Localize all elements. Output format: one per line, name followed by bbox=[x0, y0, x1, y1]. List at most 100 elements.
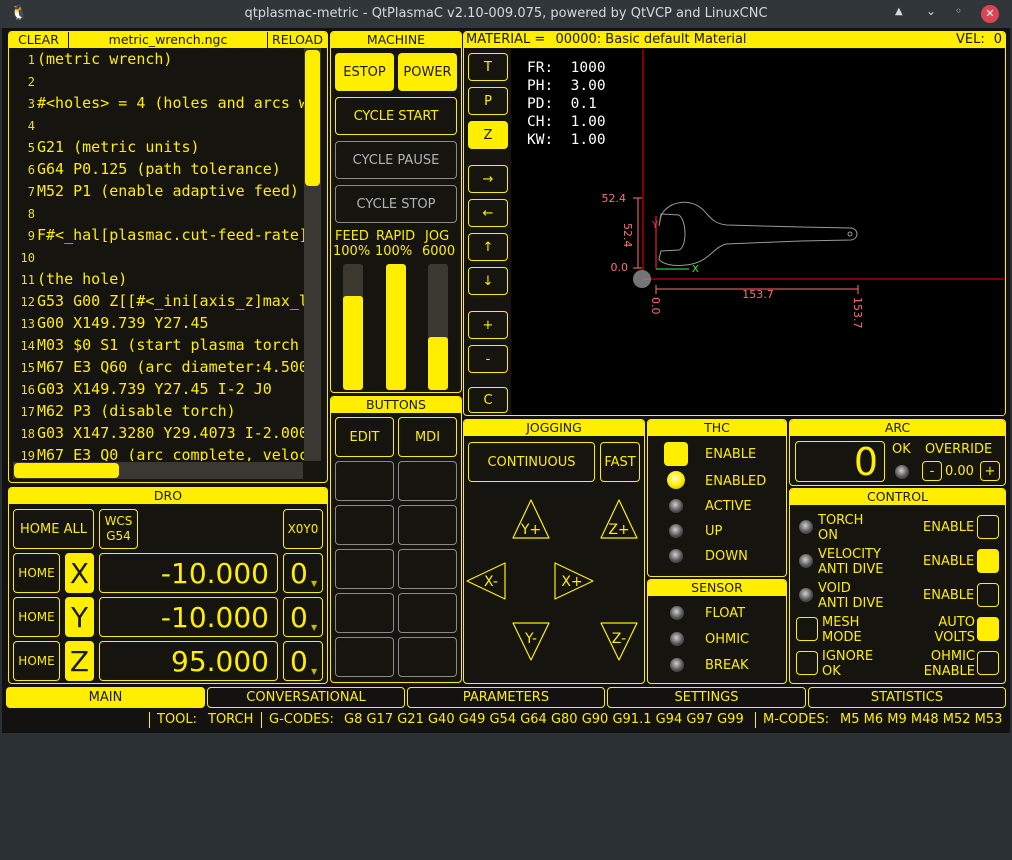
zero-x-button[interactable]: 0 bbox=[283, 553, 323, 593]
line-number: 7 bbox=[27, 185, 35, 199]
jog-z-plus-button[interactable] bbox=[600, 499, 638, 539]
cycle-pause-button[interactable]: CYCLE PAUSE bbox=[335, 141, 457, 179]
material-name[interactable]: 00000: Basic default Material bbox=[555, 32, 747, 47]
pan-down-button[interactable]: ↓ bbox=[468, 267, 508, 295]
code-line: 18 G03 X147.3280 Y29.4073 I-2.000 bbox=[13, 422, 305, 444]
z-view-button[interactable]: Z bbox=[468, 121, 508, 149]
horizontal-scrollbar[interactable] bbox=[13, 462, 303, 479]
pan-up-button[interactable]: ↑ bbox=[468, 233, 508, 261]
dropdown-arrow-icon[interactable]: ▼ bbox=[311, 623, 318, 632]
gcode-editor[interactable]: 1 (metric wrench) 2 3 #<holes> = 4 (holes an… bbox=[9, 48, 305, 461]
preview-param: KW: 1.00 bbox=[527, 132, 606, 148]
jog-x-plus-label: X+ bbox=[561, 574, 582, 590]
power-button[interactable]: POWER bbox=[398, 53, 457, 91]
close-icon[interactable]: ✕ bbox=[981, 5, 999, 23]
dropdown-arrow-icon[interactable]: ▼ bbox=[311, 667, 318, 676]
home-z-button[interactable]: HOME bbox=[13, 641, 60, 681]
vad-led bbox=[799, 554, 813, 568]
arc-panel: ARC 0 OK OVERRIDE - 0.00 + bbox=[789, 419, 1006, 486]
estop-button[interactable]: ESTOP bbox=[335, 53, 394, 91]
scrollbar-thumb[interactable] bbox=[305, 50, 320, 186]
home-all-button[interactable]: HOME ALL bbox=[13, 509, 94, 549]
zero-y-button[interactable]: 0 bbox=[283, 597, 323, 637]
jog-value: 6000 bbox=[422, 244, 456, 259]
zoom-in-button[interactable]: + bbox=[468, 311, 508, 339]
zoom-out-button[interactable]: - bbox=[468, 345, 508, 373]
tab-parameters[interactable]: PARAMETERS bbox=[407, 687, 605, 708]
user-button[interactable] bbox=[398, 461, 457, 501]
minimize-icon[interactable]: ⌄ bbox=[926, 4, 937, 18]
torch-enable-checkbox[interactable] bbox=[977, 515, 999, 539]
code-text: M52 P1 (enable adaptive feed) bbox=[37, 182, 299, 200]
dropdown-arrow-icon[interactable]: ▼ bbox=[311, 579, 318, 588]
jog-x-minus-button[interactable] bbox=[466, 562, 506, 600]
x0y0-button[interactable]: X0Y0 bbox=[283, 509, 323, 549]
user-button[interactable] bbox=[398, 505, 457, 545]
vertical-scrollbar[interactable] bbox=[304, 48, 321, 461]
tab-conversational[interactable]: CONVERSATIONAL bbox=[207, 687, 405, 708]
gcode-preview-canvas[interactable]: FR: 1000 PH: 3.00 PD: 0.1 CH: 1.00 KW: 1.00 bbox=[511, 49, 1004, 415]
clear-button[interactable]: CLEAR bbox=[9, 32, 69, 48]
user-button[interactable] bbox=[335, 505, 394, 545]
user-button[interactable] bbox=[335, 593, 394, 633]
user-button[interactable] bbox=[398, 549, 457, 589]
home-x-button[interactable]: HOME bbox=[13, 553, 60, 593]
jog-y-minus-button[interactable] bbox=[512, 622, 550, 661]
cycle-stop-button[interactable]: CYCLE STOP bbox=[335, 185, 457, 223]
line-number: 6 bbox=[27, 163, 35, 177]
jog-slider[interactable] bbox=[428, 264, 448, 390]
material-label: MATERIAL = bbox=[466, 32, 546, 47]
user-button[interactable] bbox=[398, 593, 457, 633]
rapid-value: 100% bbox=[375, 244, 413, 259]
tab-statistics[interactable]: STATISTICS bbox=[808, 687, 1006, 708]
gcode-header: CLEAR metric_wrench.ngc RELOAD bbox=[9, 32, 327, 48]
keep-above-icon[interactable]: ▲ bbox=[895, 6, 903, 17]
home-y-button[interactable]: HOME bbox=[13, 597, 60, 637]
ohmic-enable-checkbox[interactable] bbox=[977, 651, 999, 675]
user-button[interactable] bbox=[398, 637, 457, 677]
user-button[interactable] bbox=[335, 637, 394, 677]
user-button-mdi[interactable]: MDI bbox=[398, 417, 457, 457]
ignore-ok-checkbox[interactable] bbox=[796, 651, 818, 675]
ohmic-enable-label: OHMIC ENABLE bbox=[923, 649, 975, 679]
mcodes-value: M5 M6 M9 M48 M52 M53 bbox=[840, 712, 1003, 727]
vad-enable-checkbox[interactable] bbox=[977, 549, 999, 573]
override-plus-button[interactable]: + bbox=[980, 461, 1000, 481]
perspective-view-button[interactable]: P bbox=[468, 87, 508, 115]
override-minus-button[interactable]: - bbox=[922, 461, 942, 481]
scrollbar-thumb[interactable] bbox=[14, 463, 119, 478]
maximize-icon[interactable]: ◦ bbox=[955, 4, 963, 18]
zero-z-button[interactable]: 0 bbox=[283, 641, 323, 681]
pan-right-button[interactable]: → bbox=[468, 165, 508, 193]
pan-left-button[interactable]: ← bbox=[468, 199, 508, 227]
jog-y-plus-button[interactable] bbox=[512, 499, 550, 539]
clear-live-plot-button[interactable]: C bbox=[468, 387, 508, 413]
top-view-button[interactable]: T bbox=[468, 53, 508, 81]
void-enable-checkbox[interactable] bbox=[977, 583, 999, 607]
code-line: 19 M67 E3 Q0 (arc complete, veloc bbox=[13, 444, 305, 461]
continuous-button[interactable]: CONTINUOUS bbox=[468, 442, 595, 482]
user-button-edit[interactable]: EDIT bbox=[335, 417, 394, 457]
rapid-slider[interactable] bbox=[386, 264, 406, 390]
axis-x-label: X bbox=[692, 264, 699, 275]
reload-button[interactable]: RELOAD bbox=[267, 32, 327, 48]
code-line: 4 bbox=[13, 114, 37, 136]
user-button[interactable] bbox=[335, 549, 394, 589]
thc-enable-checkbox[interactable] bbox=[664, 442, 688, 466]
jog-z-minus-button[interactable] bbox=[600, 622, 638, 661]
tab-main[interactable]: MAIN bbox=[6, 687, 205, 708]
mesh-mode-checkbox[interactable] bbox=[796, 617, 818, 641]
jog-x-plus-button[interactable] bbox=[554, 562, 594, 600]
code-text: M62 P3 (disable torch) bbox=[37, 402, 236, 420]
wcs-button[interactable]: WCS G54 bbox=[99, 509, 138, 549]
tab-settings[interactable]: SETTINGS bbox=[607, 687, 806, 708]
auto-volts-checkbox[interactable] bbox=[977, 617, 999, 641]
dro-x-value: -10.000 bbox=[99, 553, 278, 593]
line-number: 11 bbox=[20, 273, 35, 287]
x-max-label: 153.7 bbox=[851, 297, 864, 329]
fast-button[interactable]: FAST bbox=[600, 442, 640, 482]
user-button[interactable] bbox=[335, 461, 394, 501]
feed-slider[interactable] bbox=[343, 264, 363, 390]
code-text: #<holes> = 4 (holes and arcs w bbox=[37, 94, 305, 112]
cycle-start-button[interactable]: CYCLE START bbox=[335, 97, 457, 135]
